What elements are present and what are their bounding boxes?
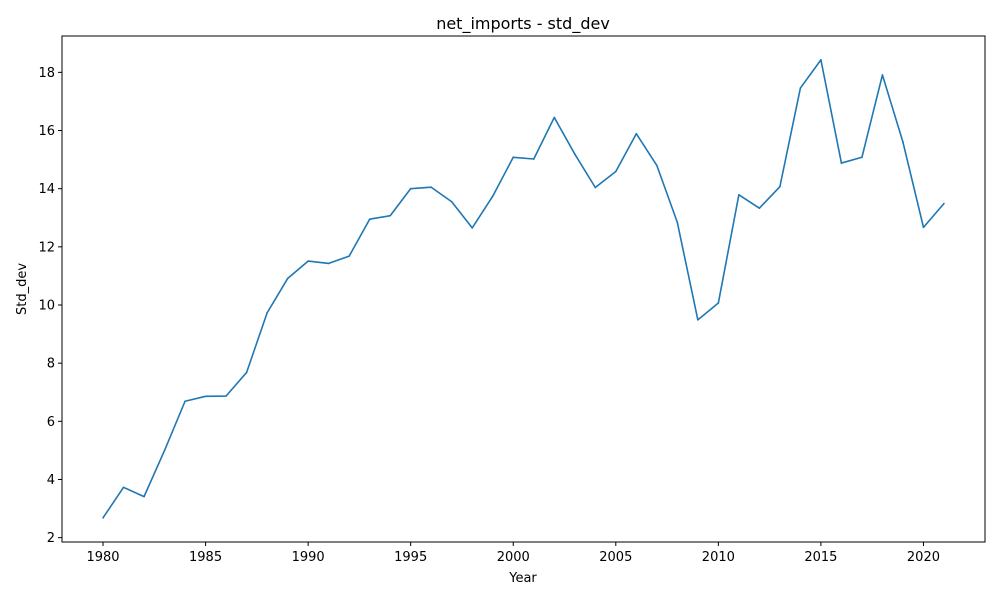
data-point: [327, 262, 330, 265]
data-point: [491, 195, 494, 198]
x-axis-ticks: 1980 1985 1990 1995 2000 2005 2010 2015 2020: [86, 542, 940, 565]
data-point: [266, 312, 268, 314]
data-point: [430, 186, 433, 189]
y-tick-label: 14: [38, 182, 55, 197]
data-point: [184, 400, 186, 403]
data-point: [286, 277, 289, 280]
y-tick-label: 2: [47, 531, 55, 546]
y-tick-label: 16: [38, 124, 55, 139]
data-point: [922, 226, 925, 229]
data-point: [902, 141, 904, 143]
y-tick-label: 8: [47, 357, 55, 372]
data-point: [820, 59, 822, 61]
y-tick-label: 4: [47, 473, 55, 488]
data-point: [573, 153, 576, 155]
data-point: [861, 156, 863, 159]
data-point: [348, 255, 350, 257]
data-point: [368, 218, 371, 221]
data-point: [717, 302, 720, 304]
data-point: [307, 260, 309, 262]
plot-frame: [61, 35, 986, 543]
data-point: [409, 187, 412, 190]
x-axis-label: Year: [508, 571, 537, 586]
y-tick-label: 6: [47, 415, 55, 430]
data-point: [245, 371, 248, 374]
data-point: [697, 319, 699, 321]
x-tick-label: 2015: [804, 550, 837, 565]
x-tick-label: 2000: [497, 550, 530, 565]
data-point: [102, 517, 104, 519]
data-point: [881, 74, 884, 76]
x-tick-label: 1980: [86, 550, 119, 565]
x-tick-label: 2010: [702, 550, 735, 565]
data-point: [758, 207, 761, 209]
y-axis-label: Std_dev: [15, 263, 30, 315]
y-tick-label: 12: [38, 240, 55, 255]
series-line: [102, 59, 945, 519]
y-tick-label: 18: [38, 66, 55, 81]
data-point: [225, 395, 227, 397]
data-point: [512, 156, 515, 159]
data-point: [779, 185, 781, 188]
data-point: [389, 214, 391, 217]
data-point: [943, 202, 945, 205]
data-point: [122, 486, 125, 489]
data-point: [163, 449, 166, 452]
data-point: [532, 158, 535, 160]
x-tick-label: 1985: [189, 550, 222, 565]
data-point: [738, 193, 740, 196]
data-point: [204, 395, 207, 398]
data-point: [615, 170, 617, 173]
x-tick-label: 2005: [599, 550, 632, 565]
x-tick-label: 1990: [292, 550, 325, 565]
series-layer: [102, 59, 945, 519]
data-point: [594, 186, 597, 189]
data-point: [143, 495, 145, 498]
data-point: [840, 162, 843, 164]
data-point: [676, 221, 679, 224]
data-point: [471, 227, 474, 229]
chart-title: net_imports - std_dev: [436, 14, 610, 34]
data-point: [450, 200, 453, 203]
y-axis-ticks: 2 4 6 8 10 12 14 16 18: [38, 66, 62, 546]
y-tick-label: 10: [38, 298, 55, 313]
data-point: [799, 87, 802, 89]
x-tick-label: 1995: [394, 550, 427, 565]
data-point: [635, 132, 638, 135]
x-tick-label: 2020: [907, 550, 940, 565]
data-point: [553, 116, 556, 119]
data-point: [656, 164, 658, 167]
